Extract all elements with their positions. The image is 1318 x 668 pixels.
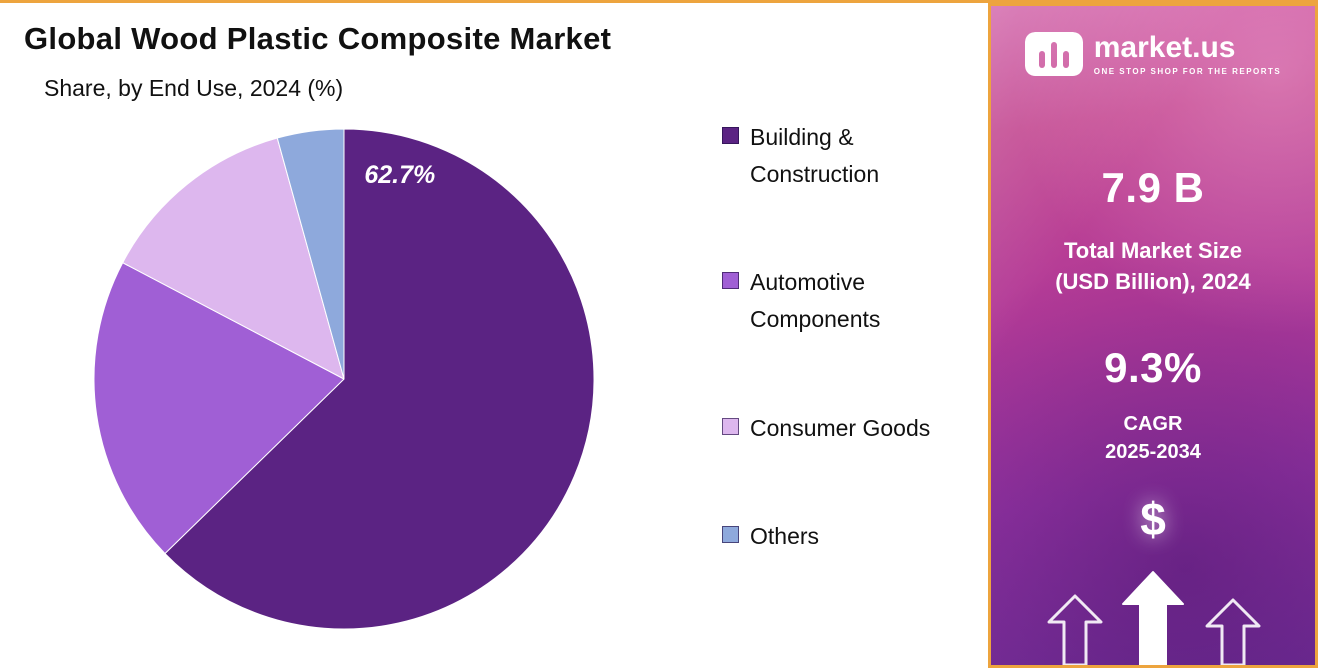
logo-brand-text: market.us — [1093, 30, 1236, 64]
chart-panel: Global Wood Plastic Composite Market Sha… — [0, 3, 988, 668]
legend-swatch-consumer-goods — [722, 417, 739, 435]
legend-item-others: Others — [722, 518, 982, 555]
growth-arrows-icon — [991, 570, 1315, 665]
legend-label: Building & Construction — [750, 124, 880, 187]
pie-slice-consumer-goods — [122, 137, 345, 380]
legend-label: Consumer Goods — [750, 414, 931, 441]
market-us-logo-icon — [1024, 32, 1083, 76]
pie-slice-data-label: 62.7% — [364, 160, 436, 189]
logo-text: market.us ONE STOP SHOP FOR THE REPORTS — [1093, 30, 1282, 76]
legend-swatch-others — [722, 526, 739, 544]
legend-item-automotive-components: Automotive Components — [722, 264, 982, 338]
dollar-icon: $ — [1140, 492, 1166, 545]
market-size-label: Total Market Size (USD Billion), 2024 — [1055, 236, 1251, 298]
legend-item-consumer-goods: Consumer Goods — [722, 410, 982, 447]
legend-swatch-automotive-components — [722, 272, 739, 290]
chart-subtitle: Share, by End Use, 2024 (%) — [44, 75, 344, 101]
chart-title: Global Wood Plastic Composite Market — [24, 21, 612, 56]
chart-legend: Building & Construction Automotive Compo… — [722, 119, 982, 555]
pie-slice-others — [276, 128, 345, 380]
cagr-label-line1: CAGR — [1123, 412, 1183, 435]
legend-label: Others — [750, 523, 820, 550]
cagr-label: CAGR 2025-2034 — [1105, 410, 1201, 466]
pie-slice-building-construction — [164, 128, 595, 630]
market-us-logo: market.us ONE STOP SHOP FOR THE REPORTS — [1024, 30, 1282, 76]
pie-slice-automotive-components — [93, 262, 345, 555]
market-size-value: 7.9 B — [1101, 164, 1205, 211]
legend-label: Automotive Components — [750, 269, 881, 333]
pie-chart: 62.7% — [90, 125, 598, 633]
cagr-value: 9.3% — [1104, 343, 1202, 391]
brand-sidebar: market.us ONE STOP SHOP FOR THE REPORTS … — [988, 3, 1318, 668]
logo-tagline: ONE STOP SHOP FOR THE REPORTS — [1093, 66, 1282, 76]
pie-chart-svg — [93, 128, 595, 630]
legend-item-building-construction: Building & Construction — [722, 119, 982, 193]
market-size-label-line1: Total Market Size — [1063, 238, 1243, 263]
market-size-label-line2: (USD Billion), 2024 — [1055, 268, 1251, 294]
cagr-label-line2: 2025-2034 — [1105, 440, 1201, 463]
legend-swatch-building-construction — [722, 127, 739, 144]
